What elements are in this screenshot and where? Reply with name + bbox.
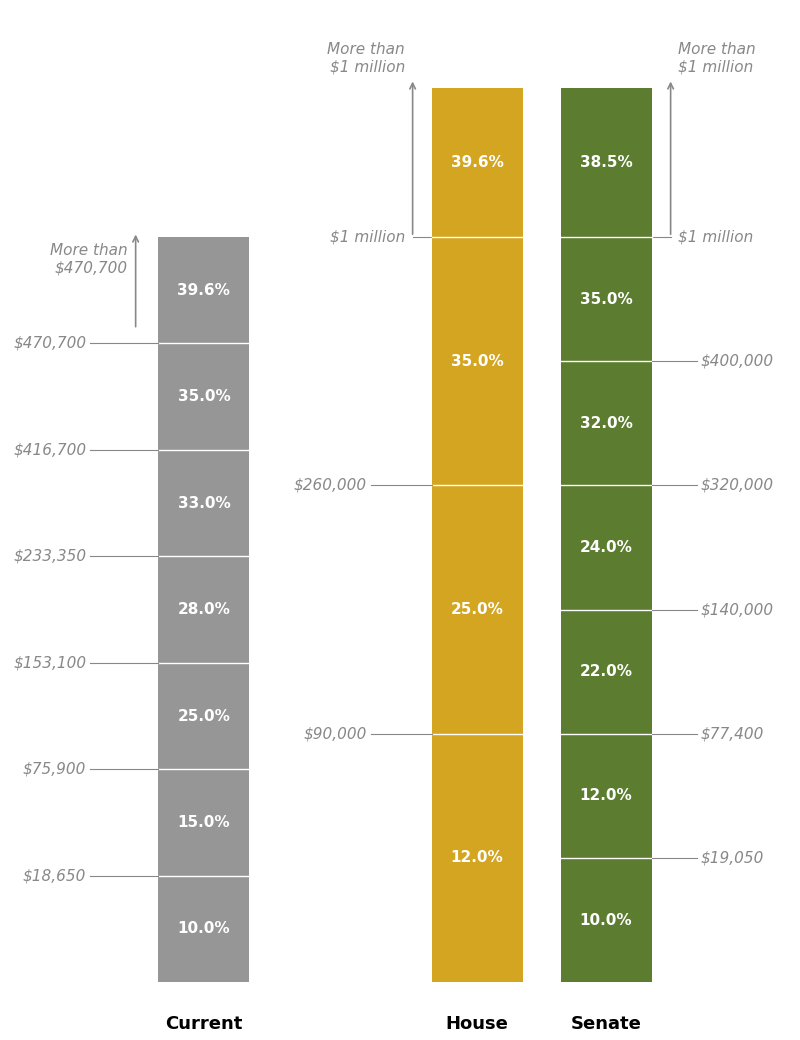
Text: $416,700: $416,700 [13,442,86,458]
Bar [561,88,652,237]
Text: 10.0%: 10.0% [580,912,633,928]
Text: $260,000: $260,000 [294,478,367,493]
Text: $320,000: $320,000 [701,478,774,493]
Bar [158,556,250,662]
Bar [431,237,522,486]
Bar [561,609,652,734]
Text: 35.0%: 35.0% [178,389,230,405]
Text: 24.0%: 24.0% [580,540,633,555]
Bar [431,734,522,982]
Bar [158,450,250,556]
Text: $75,900: $75,900 [23,761,86,777]
Text: 39.6%: 39.6% [178,283,230,297]
Bar [431,486,522,734]
Text: $400,000: $400,000 [701,354,774,369]
Bar [431,88,522,237]
Text: $233,350: $233,350 [13,549,86,564]
Text: Current: Current [166,1015,242,1033]
Text: 10.0%: 10.0% [178,921,230,936]
Bar [158,876,250,982]
Text: 28.0%: 28.0% [178,602,230,617]
Text: 33.0%: 33.0% [178,496,230,511]
Text: $470,700: $470,700 [13,336,86,350]
Text: 35.0%: 35.0% [580,291,633,307]
Text: $19,050: $19,050 [701,851,764,865]
Text: 38.5%: 38.5% [580,155,633,170]
Text: More than
$1 million: More than $1 million [678,42,756,74]
Bar [561,858,652,982]
Text: More than
$1 million: More than $1 million [327,42,405,74]
Text: More than
$470,700: More than $470,700 [50,243,128,276]
Text: 35.0%: 35.0% [450,354,503,369]
Text: 22.0%: 22.0% [580,665,633,679]
Text: 12.0%: 12.0% [580,788,633,803]
Bar [561,237,652,361]
Text: 39.6%: 39.6% [450,155,503,170]
Text: $153,100: $153,100 [13,655,86,671]
Text: 32.0%: 32.0% [580,416,633,431]
Bar [561,734,652,858]
Bar [561,361,652,486]
Text: 15.0%: 15.0% [178,815,230,830]
Text: $1 million: $1 million [678,230,754,244]
Text: $90,000: $90,000 [304,726,367,742]
Text: $140,000: $140,000 [701,602,774,617]
Text: 25.0%: 25.0% [450,602,503,617]
Bar [561,486,652,609]
Text: 12.0%: 12.0% [450,851,503,865]
Bar [158,662,250,770]
Text: 25.0%: 25.0% [178,708,230,724]
Bar [158,237,250,343]
Bar [158,343,250,450]
Text: House: House [446,1015,509,1033]
Text: $77,400: $77,400 [701,726,764,742]
Text: $1 million: $1 million [330,230,405,244]
Text: Senate: Senate [570,1015,642,1033]
Text: $18,650: $18,650 [23,868,86,883]
Bar [158,770,250,876]
